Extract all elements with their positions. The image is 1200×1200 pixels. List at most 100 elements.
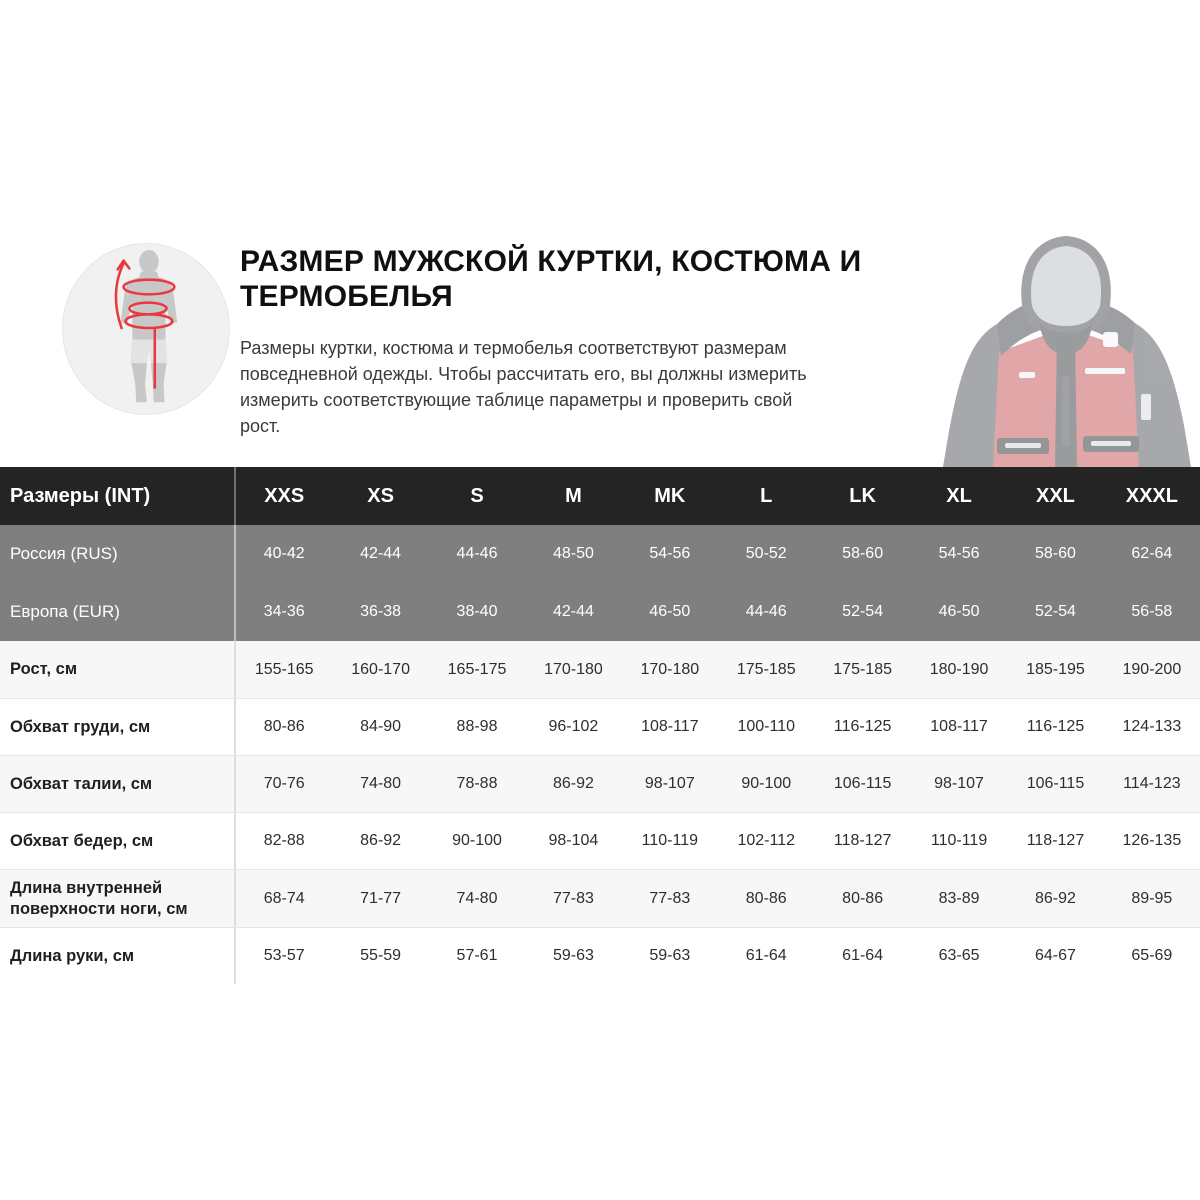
table-row-europe: Европа (EUR) 34-36 36-38 38-40 42-44 46-… xyxy=(0,583,1200,641)
size-value-cell: 118-127 xyxy=(1026,832,1085,849)
size-value-cell: 108-117 xyxy=(930,718,988,735)
size-col-m: M xyxy=(565,484,582,507)
intro-section: РАЗМЕР МУЖСКОЙ КУРТКИ, КОСТЮМА И ТЕРМОБЕ… xyxy=(0,0,1200,467)
size-value-cell: 80-86 xyxy=(263,718,305,735)
size-value-cell: 61-64 xyxy=(842,947,884,964)
size-value-cell: 155-165 xyxy=(254,660,314,678)
table-header-label: Размеры (INT) xyxy=(0,467,236,525)
size-col-xxxl: XXXL xyxy=(1125,484,1178,507)
size-value-cell: 77-83 xyxy=(649,889,691,907)
table-header-row: Размеры (INT) XXS XS S M MK L LK XL XXL … xyxy=(0,467,1200,525)
size-col-mk: MK xyxy=(654,484,686,507)
page-title-line2: ТЕРМОБЕЛЬЯ xyxy=(240,280,453,313)
size-value-cell: 175-185 xyxy=(736,660,796,678)
row-label: Рост, см xyxy=(0,641,236,698)
paragraph-line: повседневной одежды. Чтобы рассчитать ег… xyxy=(240,364,807,384)
size-value-cell: 82-88 xyxy=(263,832,305,849)
size-value-cell: 124-133 xyxy=(1122,718,1182,735)
size-value-cell: 38-40 xyxy=(456,603,498,620)
size-value-cell: 110-119 xyxy=(930,832,988,849)
size-value-cell: 77-83 xyxy=(552,889,594,907)
size-value-cell: 185-195 xyxy=(1026,660,1085,678)
size-value-cell: 106-115 xyxy=(833,775,892,792)
size-value-cell: 54-56 xyxy=(649,545,691,562)
size-value-cell: 40-42 xyxy=(263,545,305,562)
size-value-cell: 65-69 xyxy=(1131,947,1173,964)
row-label: Обхват талии, см xyxy=(0,756,236,812)
size-value-cell: 116-125 xyxy=(833,718,892,735)
size-col-xxs: XXS xyxy=(264,484,305,507)
size-value-cell: 36-38 xyxy=(360,603,402,620)
size-value-cell: 68-74 xyxy=(263,889,305,907)
size-value-cell: 59-63 xyxy=(552,947,594,964)
size-value-cell: 86-92 xyxy=(552,775,594,792)
paragraph-line: рост. xyxy=(240,416,281,436)
size-value-cell: 96-102 xyxy=(548,718,599,735)
row-label: Обхват груди, см xyxy=(0,699,236,755)
size-value-cell: 57-61 xyxy=(456,947,498,964)
size-value-cell: 44-46 xyxy=(745,603,787,620)
size-value-cell: 98-107 xyxy=(934,775,984,792)
size-value-cell: 100-110 xyxy=(737,718,795,735)
size-value-cell: 74-80 xyxy=(456,889,498,907)
size-table: Размеры (INT) XXS XS S M MK L LK XL XXL … xyxy=(0,467,1200,984)
size-value-cell: 53-57 xyxy=(263,947,305,964)
size-value-cell: 46-50 xyxy=(938,603,980,620)
size-value-cell: 54-56 xyxy=(938,545,980,562)
size-value-cell: 86-92 xyxy=(360,832,402,849)
size-value-cell: 80-86 xyxy=(745,889,787,907)
size-value-cell: 64-67 xyxy=(1034,947,1076,964)
size-value-cell: 110-119 xyxy=(641,832,698,849)
size-value-cell: 50-52 xyxy=(745,545,787,562)
size-value-cell: 62-64 xyxy=(1131,545,1173,562)
size-value-cell: 114-123 xyxy=(1123,775,1181,792)
size-col-xl: XL xyxy=(946,484,972,507)
body-measurement-icon xyxy=(62,243,230,415)
size-value-cell: 59-63 xyxy=(649,947,691,964)
size-value-cell: 180-190 xyxy=(929,660,989,678)
size-value-cell: 102-112 xyxy=(737,832,795,849)
paragraph-line: измерить соответствующие таблице парамет… xyxy=(240,390,793,410)
size-value-cell: 58-60 xyxy=(1034,545,1076,562)
table-row-inseam: Длина внутренней поверхности ноги, см 68… xyxy=(0,869,1200,927)
size-value-cell: 88-98 xyxy=(456,718,498,735)
size-value-cell: 63-65 xyxy=(938,947,980,964)
size-value-cell: 48-50 xyxy=(552,545,594,562)
size-value-cell: 175-185 xyxy=(833,660,892,678)
page-title: РАЗМЕР МУЖСКОЙ КУРТКИ, КОСТЮМА И ТЕРМОБЕ… xyxy=(240,244,940,314)
size-value-cell: 108-117 xyxy=(641,718,699,735)
size-value-cell: 83-89 xyxy=(938,889,980,907)
size-value-cell: 118-127 xyxy=(833,832,892,849)
size-value-cell: 34-36 xyxy=(263,603,305,620)
size-value-cell: 42-44 xyxy=(552,603,594,620)
size-value-cell: 160-170 xyxy=(351,660,410,678)
size-value-cell: 106-115 xyxy=(1026,775,1085,792)
intro-text-block: РАЗМЕР МУЖСКОЙ КУРТКИ, КОСТЮМА И ТЕРМОБЕ… xyxy=(240,244,940,439)
size-value-cell: 78-88 xyxy=(456,775,498,792)
size-value-cell: 170-180 xyxy=(544,660,603,678)
size-value-cell: 86-92 xyxy=(1034,889,1076,907)
row-label: Обхват бедер, см xyxy=(0,813,236,869)
size-value-cell: 98-104 xyxy=(548,832,599,849)
size-value-cell: 61-64 xyxy=(745,947,787,964)
size-col-s: S xyxy=(470,484,484,507)
size-value-cell: 70-76 xyxy=(263,775,305,792)
size-value-cell: 89-95 xyxy=(1131,889,1173,907)
size-value-cell: 165-175 xyxy=(447,660,507,678)
row-label: Длина руки, см xyxy=(0,928,236,984)
size-value-cell: 46-50 xyxy=(649,603,691,620)
table-row-height: Рост, см 155-165 160-170 165-175 170-180… xyxy=(0,641,1200,698)
table-row-arm-length: Длина руки, см 53-57 55-59 57-61 59-63 5… xyxy=(0,927,1200,984)
size-value-cell: 80-86 xyxy=(842,889,884,907)
size-value-cell: 170-180 xyxy=(640,660,700,678)
paragraph-line: Размеры куртки, костюма и термобелья соо… xyxy=(240,338,787,358)
table-row-chest: Обхват груди, см 80-86 84-90 88-98 96-10… xyxy=(0,698,1200,755)
row-label: Европа (EUR) xyxy=(0,583,236,641)
size-value-cell: 44-46 xyxy=(456,545,498,562)
size-value-cell: 71-77 xyxy=(360,889,402,907)
size-value-cell: 90-100 xyxy=(741,775,792,792)
size-value-cell: 74-80 xyxy=(360,775,402,792)
size-value-cell: 55-59 xyxy=(360,947,402,964)
size-value-cell: 42-44 xyxy=(360,545,402,562)
